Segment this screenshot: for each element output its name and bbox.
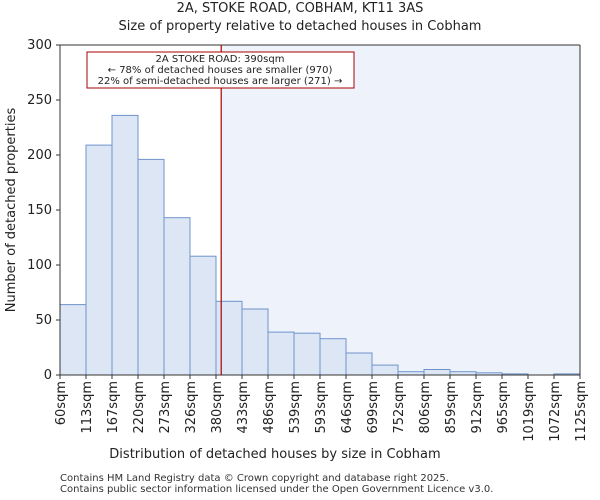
y-tick-label: 0 <box>44 368 52 383</box>
histogram-bar <box>111 114 139 376</box>
x-tick-label: 912sqm <box>470 381 485 434</box>
chart-title: 2A, STOKE ROAD, COBHAM, KT11 3AS <box>176 1 424 16</box>
footer-line-2: Contains public sector information licen… <box>60 484 494 495</box>
x-tick-label: 806sqm <box>418 381 433 434</box>
x-axis-label: Distribution of detached houses by size … <box>109 447 440 462</box>
x-tick-label: 646sqm <box>340 381 355 434</box>
y-tick-label: 100 <box>27 258 52 273</box>
x-tick-label: 220sqm <box>132 381 147 434</box>
x-tick-label: 60sqm <box>54 381 69 425</box>
histogram-bar <box>137 158 165 376</box>
x-tick-label: 1072sqm <box>548 381 563 442</box>
x-tick-label: 380sqm <box>210 381 225 434</box>
x-tick-label: 593sqm <box>314 381 329 434</box>
x-tick-label: 1125sqm <box>574 381 589 442</box>
y-tick-label: 150 <box>27 203 52 218</box>
histogram-bar <box>267 331 295 376</box>
annotation-line-3: 22% of semi-detached houses are larger (… <box>98 76 343 87</box>
y-tick-label: 50 <box>35 313 52 328</box>
x-tick-label: 113sqm <box>80 381 95 434</box>
footer-line-1: Contains HM Land Registry data © Crown c… <box>60 473 449 484</box>
y-tick-label: 300 <box>27 38 52 53</box>
x-tick-label: 486sqm <box>262 381 277 434</box>
y-tick-label: 250 <box>27 93 52 108</box>
histogram-bar <box>319 338 347 376</box>
histogram-bar <box>371 364 399 376</box>
y-axis-label: Number of detached properties <box>4 108 19 313</box>
histogram-bar <box>189 255 217 376</box>
x-tick-label: 273sqm <box>158 381 173 434</box>
x-tick-label: 433sqm <box>236 381 251 434</box>
histogram-bar <box>423 369 451 376</box>
histogram-bar <box>345 352 373 376</box>
x-tick-label: 859sqm <box>444 381 459 434</box>
histogram-bar <box>293 332 321 376</box>
x-tick-label: 1019sqm <box>522 381 537 442</box>
x-tick-label: 699sqm <box>366 381 381 434</box>
histogram-bar <box>85 144 113 376</box>
x-tick-label: 167sqm <box>106 381 121 434</box>
annotation-box <box>86 51 355 89</box>
annotation-line-1: 2A STOKE ROAD: 390sqm <box>156 54 285 65</box>
annotation-line-2: ← 78% of detached houses are smaller (97… <box>108 65 333 76</box>
histogram-bar <box>163 217 191 376</box>
x-tick-label: 539sqm <box>288 381 303 434</box>
histogram-bar <box>59 304 87 376</box>
larger-region-shade <box>221 45 580 375</box>
histogram-bar <box>215 300 243 376</box>
x-tick-label: 752sqm <box>392 381 407 434</box>
y-tick-label: 200 <box>27 148 52 163</box>
chart-subtitle: Size of property relative to detached ho… <box>118 19 482 34</box>
x-tick-label: 326sqm <box>184 381 199 434</box>
x-tick-label: 965sqm <box>496 381 511 434</box>
histogram-bar <box>241 308 269 376</box>
